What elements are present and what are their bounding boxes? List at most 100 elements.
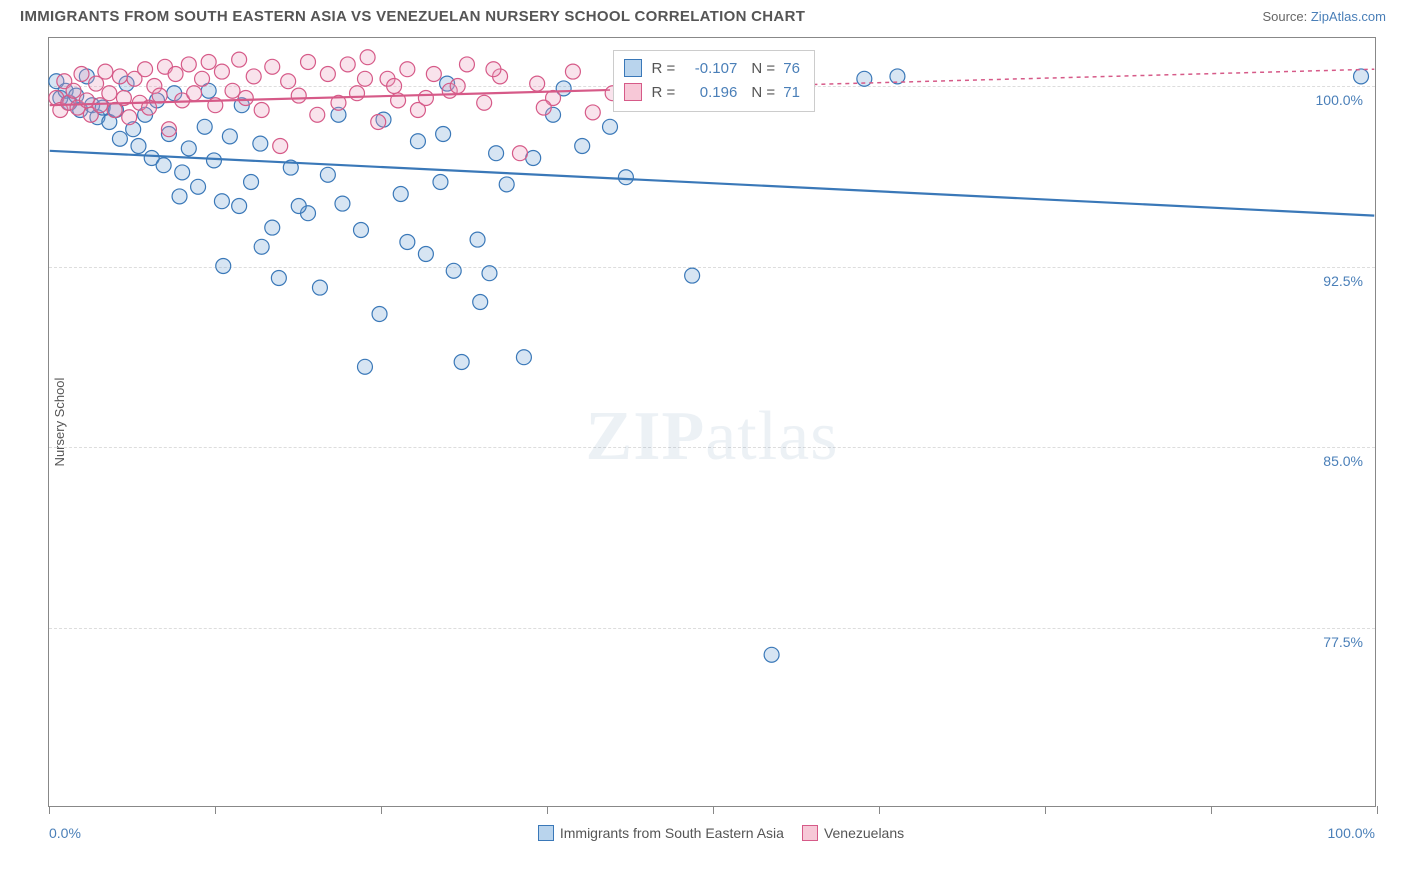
scatter-point [201,55,216,70]
scatter-point [271,271,286,286]
scatter-point [253,136,268,151]
scatter-point [195,71,210,86]
scatter-point [172,189,187,204]
legend-label: Immigrants from South Eastern Asia [560,825,784,841]
correlation-row: R =-0.107N = 76 [624,57,800,81]
scatter-point [371,115,386,130]
scatter-point [357,359,372,374]
legend-swatch [624,83,642,101]
scatter-point [281,74,296,89]
scatter-point [152,88,167,103]
scatter-point [473,295,488,310]
scatter-point [175,165,190,180]
n-value: 71 [783,84,800,101]
x-tick [215,806,216,814]
correlation-row: R =0.196 N = 71 [624,81,800,105]
r-value: -0.107 [679,57,737,81]
x-tick [1045,806,1046,814]
scatter-point [312,280,327,295]
scatter-point [265,59,280,74]
scatter-point [565,64,580,79]
scatter-point [387,79,402,94]
scatter-point [291,199,306,214]
scatter-point [98,64,113,79]
scatter-point [357,71,372,86]
scatter-point [575,139,590,154]
r-value: 0.196 [679,81,737,105]
scatter-point [273,139,288,154]
scatter-point [265,220,280,235]
n-value: 76 [783,60,800,77]
n-label: N = [751,84,775,101]
scatter-point [138,62,153,77]
scatter-point [181,57,196,72]
legend-swatch [624,59,642,77]
scatter-point [246,69,261,84]
x-tick [381,806,382,814]
scatter-point [516,350,531,365]
scatter-point [214,64,229,79]
scatter-point [214,194,229,209]
scatter-point [372,307,387,322]
scatter-point [232,199,247,214]
scatter-point [156,158,171,173]
source-link[interactable]: ZipAtlas.com [1311,9,1386,24]
scatter-point [74,67,89,82]
scatter-point [459,57,474,72]
scatter-point [685,268,700,283]
chart-header: IMMIGRANTS FROM SOUTH EASTERN ASIA VS VE… [0,0,1406,29]
trend-line [50,90,606,105]
scatter-point [536,100,551,115]
scatter-point [418,91,433,106]
scatter-point [454,355,469,370]
scatter-point [222,129,237,144]
scatter-plot-svg [49,38,1375,806]
scatter-point [187,86,202,101]
chart-source: Source: ZipAtlas.com [1262,9,1386,24]
scatter-point [197,119,212,134]
chart-plot-container: Nursery School 100.0%92.5%85.0%77.5% ZIP… [48,37,1376,807]
scatter-point [499,177,514,192]
scatter-point [168,67,183,82]
scatter-point [350,86,365,101]
scatter-point [254,239,269,254]
scatter-point [244,175,259,190]
scatter-point [320,67,335,82]
scatter-point [232,52,247,67]
legend-swatch [538,825,554,841]
scatter-point [400,62,415,77]
scatter-point [482,266,497,281]
scatter-point [254,103,269,118]
scatter-point [489,146,504,161]
scatter-point [446,263,461,278]
scatter-point [191,179,206,194]
n-label: N = [751,60,775,77]
scatter-point [131,139,146,154]
x-tick [547,806,548,814]
scatter-point [291,88,306,103]
x-tick [713,806,714,814]
scatter-point [418,247,433,262]
scatter-point [206,153,221,168]
scatter-point [112,131,127,146]
chart-title: IMMIGRANTS FROM SOUTH EASTERN ASIA VS VE… [20,8,805,25]
x-tick [1211,806,1212,814]
scatter-point [618,170,633,185]
scatter-point [122,110,137,125]
legend-swatch [802,825,818,841]
scatter-point [161,122,176,137]
scatter-point [603,119,618,134]
legend-label: Venezuelans [824,825,904,841]
x-tick [879,806,880,814]
scatter-point [426,67,441,82]
scatter-point [585,105,600,120]
r-label: R = [652,84,676,101]
scatter-point [335,196,350,211]
x-tick [49,806,50,814]
scatter-point [450,79,465,94]
scatter-point [320,167,335,182]
scatter-point [225,83,240,98]
scatter-point [410,134,425,149]
scatter-point [238,91,253,106]
source-prefix: Source: [1262,9,1310,24]
